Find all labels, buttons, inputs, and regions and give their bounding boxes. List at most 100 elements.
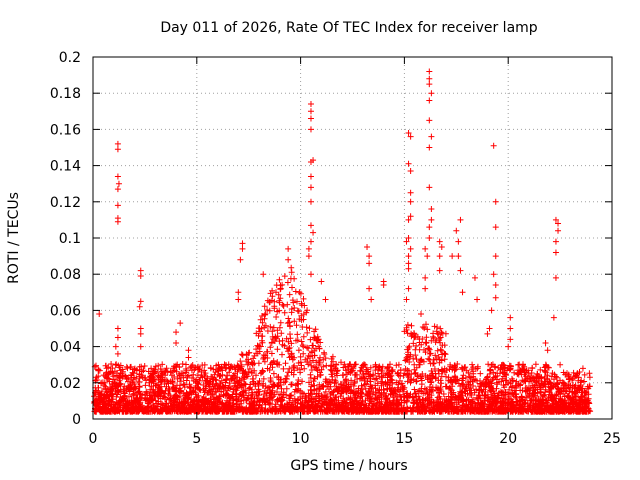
data-point bbox=[457, 216, 464, 223]
grid bbox=[93, 57, 612, 419]
x-tick-label: 5 bbox=[192, 431, 201, 447]
data-point bbox=[112, 343, 119, 350]
data-point bbox=[307, 271, 314, 278]
data-point bbox=[579, 365, 586, 372]
data-point bbox=[114, 202, 121, 209]
data-point bbox=[137, 273, 144, 280]
data-point bbox=[507, 325, 514, 332]
data-point bbox=[492, 294, 499, 301]
data-point bbox=[173, 329, 180, 336]
data-point bbox=[307, 184, 314, 191]
data-point bbox=[405, 253, 412, 260]
y-tick-label: 0.16 bbox=[50, 122, 81, 138]
data-point bbox=[486, 325, 493, 332]
data-point bbox=[507, 336, 514, 343]
data-point bbox=[422, 245, 429, 252]
data-point bbox=[428, 90, 435, 97]
data-point bbox=[407, 198, 414, 205]
data-point bbox=[307, 238, 314, 245]
data-point bbox=[428, 216, 435, 223]
data-point bbox=[449, 253, 456, 260]
y-tick-label: 0.18 bbox=[50, 86, 81, 102]
data-point bbox=[285, 256, 292, 263]
data-point bbox=[239, 240, 246, 247]
data-point bbox=[418, 311, 425, 318]
y-tick-label: 0.06 bbox=[50, 303, 81, 319]
data-point bbox=[405, 260, 412, 267]
data-point bbox=[490, 271, 497, 278]
data-point bbox=[552, 249, 559, 256]
data-point bbox=[505, 343, 512, 350]
data-points bbox=[96, 68, 586, 372]
data-point bbox=[368, 296, 375, 303]
data-point bbox=[455, 253, 462, 260]
data-point bbox=[137, 267, 144, 274]
data-point bbox=[136, 303, 143, 310]
data-point bbox=[114, 325, 121, 332]
x-tick-label: 10 bbox=[292, 431, 310, 447]
data-point bbox=[239, 245, 246, 252]
data-point bbox=[114, 334, 121, 341]
data-point bbox=[426, 75, 433, 82]
data-point bbox=[552, 238, 559, 245]
data-point bbox=[422, 274, 429, 281]
data-point bbox=[455, 238, 462, 245]
data-point bbox=[137, 330, 144, 337]
data-point bbox=[492, 198, 499, 205]
data-point bbox=[426, 97, 433, 104]
data-point bbox=[407, 245, 414, 252]
data-point bbox=[115, 180, 122, 187]
data-point bbox=[305, 253, 312, 260]
data-point bbox=[428, 206, 435, 213]
x-tick-label: 0 bbox=[89, 431, 98, 447]
data-point bbox=[114, 218, 121, 225]
data-point bbox=[405, 265, 412, 272]
data-point bbox=[307, 158, 314, 165]
data-point bbox=[492, 224, 499, 231]
data-point bbox=[285, 245, 292, 252]
y-tick-label: 0.14 bbox=[50, 159, 81, 175]
y-tick-label: 0 bbox=[72, 412, 81, 428]
y-tick-label: 0.2 bbox=[59, 50, 81, 66]
data-point bbox=[407, 189, 414, 196]
data-point bbox=[403, 296, 410, 303]
data-point bbox=[436, 267, 443, 274]
data-point bbox=[310, 229, 317, 236]
data-point bbox=[542, 339, 549, 346]
data-point bbox=[366, 253, 373, 260]
data-point bbox=[552, 216, 559, 223]
data-point bbox=[507, 314, 514, 321]
data-point bbox=[471, 274, 478, 281]
x-tick-label: 20 bbox=[499, 431, 517, 447]
data-point bbox=[407, 213, 414, 220]
data-point bbox=[322, 296, 329, 303]
data-point bbox=[426, 68, 433, 75]
data-point bbox=[114, 146, 121, 153]
data-point bbox=[459, 289, 466, 296]
data-point bbox=[114, 140, 121, 147]
data-point bbox=[488, 307, 495, 314]
data-point bbox=[405, 285, 412, 292]
x-tick-label: 15 bbox=[395, 431, 413, 447]
data-point bbox=[426, 184, 433, 191]
data-point bbox=[405, 235, 412, 241]
data-point bbox=[484, 330, 491, 337]
data-point bbox=[555, 227, 562, 234]
data-point bbox=[426, 81, 433, 88]
data-point bbox=[307, 173, 314, 180]
data-point bbox=[318, 278, 325, 285]
data-point bbox=[237, 256, 244, 263]
data-point bbox=[544, 347, 551, 354]
data-point bbox=[426, 235, 433, 241]
data-point bbox=[426, 144, 433, 151]
data-point bbox=[185, 354, 192, 361]
y-tick-label: 0.1 bbox=[59, 231, 81, 247]
data-point bbox=[457, 267, 464, 274]
data-point bbox=[453, 227, 460, 234]
data-point bbox=[405, 160, 412, 167]
y-tick-label: 0.08 bbox=[50, 267, 81, 283]
data-point bbox=[422, 285, 429, 292]
data-point bbox=[112, 361, 119, 368]
data-point bbox=[380, 282, 387, 289]
data-point bbox=[114, 173, 121, 180]
